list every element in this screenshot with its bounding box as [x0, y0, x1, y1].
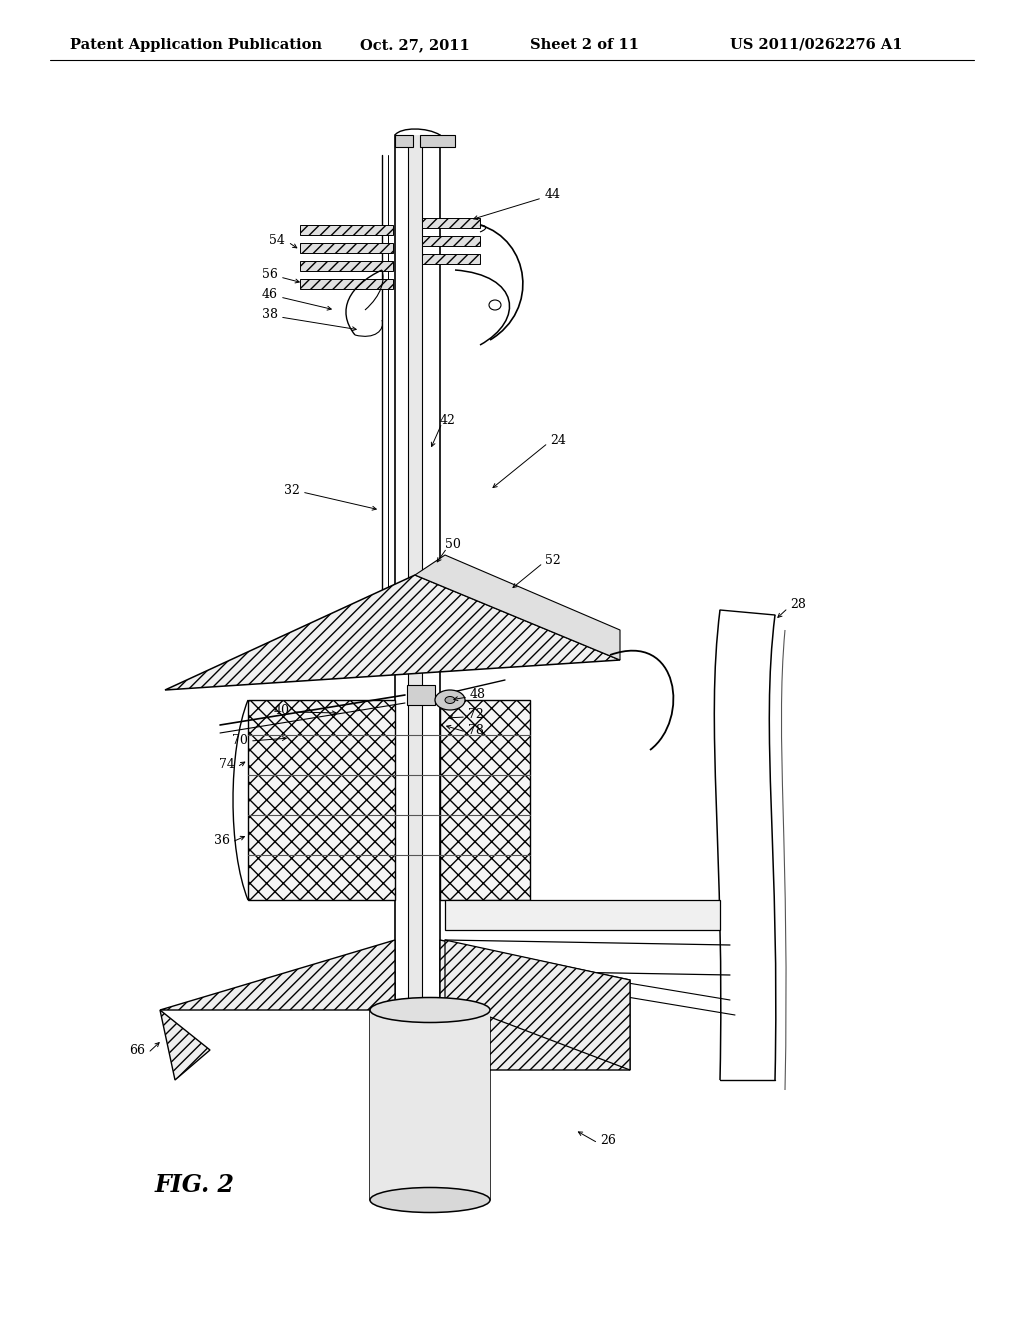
- Text: 26: 26: [600, 1134, 615, 1147]
- Polygon shape: [160, 1010, 210, 1080]
- Polygon shape: [370, 1010, 490, 1200]
- Polygon shape: [420, 135, 455, 147]
- Text: 28: 28: [790, 598, 806, 611]
- Ellipse shape: [370, 998, 490, 1023]
- Text: 38: 38: [262, 309, 278, 322]
- Text: 66: 66: [129, 1044, 145, 1056]
- Text: Oct. 27, 2011: Oct. 27, 2011: [360, 38, 470, 51]
- Text: 24: 24: [550, 433, 566, 446]
- Text: 70: 70: [232, 734, 248, 747]
- Text: 52: 52: [545, 553, 561, 566]
- Polygon shape: [422, 253, 480, 264]
- Text: 74: 74: [219, 759, 234, 771]
- Text: 46: 46: [262, 289, 278, 301]
- Text: 36: 36: [214, 833, 230, 846]
- Polygon shape: [415, 554, 620, 660]
- Polygon shape: [300, 224, 393, 235]
- Text: 78: 78: [468, 723, 484, 737]
- Ellipse shape: [445, 697, 455, 704]
- Polygon shape: [445, 900, 720, 931]
- Ellipse shape: [489, 300, 501, 310]
- Polygon shape: [300, 261, 393, 271]
- Text: 72: 72: [468, 709, 483, 722]
- Polygon shape: [408, 135, 422, 1100]
- Polygon shape: [248, 700, 395, 900]
- Text: Sheet 2 of 11: Sheet 2 of 11: [530, 38, 639, 51]
- Text: 54: 54: [269, 234, 285, 247]
- Text: 48: 48: [470, 689, 486, 701]
- Text: 42: 42: [440, 413, 456, 426]
- Polygon shape: [395, 135, 413, 147]
- Text: 44: 44: [545, 189, 561, 202]
- Polygon shape: [407, 685, 435, 705]
- Text: Patent Application Publication: Patent Application Publication: [70, 38, 322, 51]
- Text: 40: 40: [274, 704, 290, 717]
- Polygon shape: [440, 700, 530, 900]
- Text: 32: 32: [284, 483, 300, 496]
- Text: US 2011/0262276 A1: US 2011/0262276 A1: [730, 38, 902, 51]
- Polygon shape: [422, 236, 480, 246]
- Polygon shape: [445, 940, 630, 1071]
- Polygon shape: [300, 243, 393, 253]
- Text: FIG. 2: FIG. 2: [155, 1173, 234, 1197]
- Polygon shape: [422, 218, 480, 228]
- Text: 50: 50: [445, 539, 461, 552]
- Text: 56: 56: [262, 268, 278, 281]
- Polygon shape: [160, 940, 395, 1010]
- Ellipse shape: [435, 690, 465, 710]
- Polygon shape: [440, 940, 630, 1071]
- Polygon shape: [165, 576, 620, 690]
- Ellipse shape: [370, 1188, 490, 1213]
- Polygon shape: [300, 279, 393, 289]
